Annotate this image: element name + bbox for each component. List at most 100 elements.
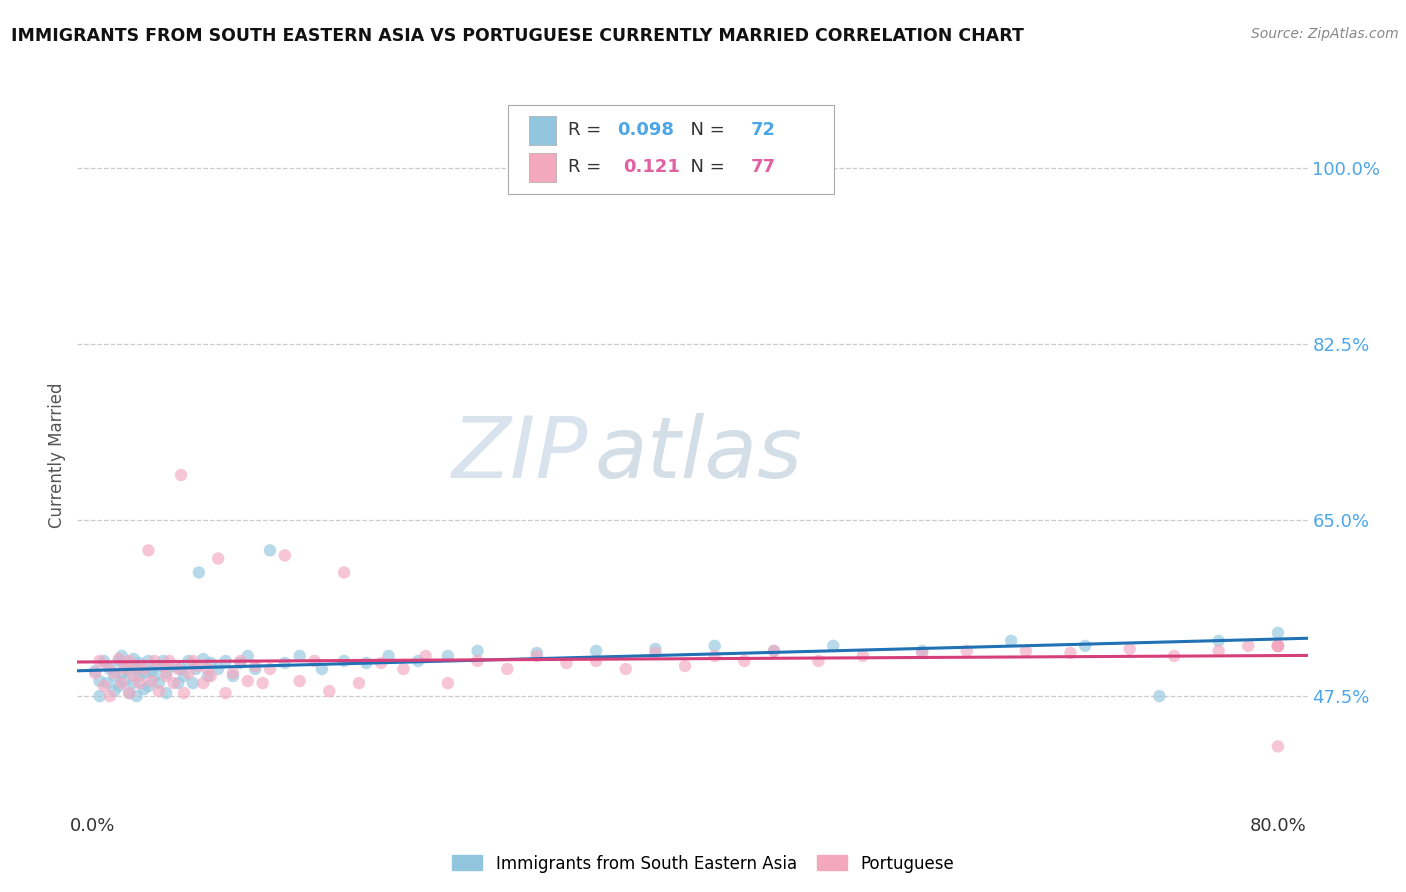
Point <box>415 648 437 663</box>
Point <box>347 676 370 690</box>
Point <box>152 659 174 673</box>
Point <box>89 654 111 668</box>
Point <box>304 654 326 668</box>
Point <box>122 676 145 690</box>
Point <box>163 676 186 690</box>
Point <box>93 679 115 693</box>
Point <box>259 662 281 676</box>
Point <box>467 644 489 658</box>
Point <box>245 659 267 673</box>
Point <box>148 659 170 673</box>
Point <box>585 654 607 668</box>
Point <box>155 666 177 681</box>
Point <box>187 659 209 673</box>
Point <box>128 656 150 670</box>
Point <box>333 566 356 580</box>
Point <box>125 659 148 673</box>
Point <box>108 679 131 693</box>
Point <box>103 684 125 698</box>
Point <box>125 662 148 676</box>
Point <box>122 652 145 666</box>
FancyBboxPatch shape <box>508 105 834 194</box>
Point <box>467 654 489 668</box>
Point <box>1267 639 1289 653</box>
Point <box>148 684 170 698</box>
Point <box>252 676 274 690</box>
Point <box>703 639 725 653</box>
Point <box>84 666 107 681</box>
Point <box>157 654 180 668</box>
Point <box>141 674 163 689</box>
Point <box>1208 633 1230 648</box>
Point <box>823 639 845 653</box>
Point <box>437 676 460 690</box>
Point <box>148 676 170 690</box>
Point <box>1118 641 1140 656</box>
Point <box>118 686 141 700</box>
Point <box>200 669 222 683</box>
Point <box>236 674 259 689</box>
Point <box>173 686 195 700</box>
Point <box>197 669 219 683</box>
Point <box>108 654 131 668</box>
Point <box>181 676 204 690</box>
Point <box>214 654 236 668</box>
Point <box>1149 689 1171 703</box>
Point <box>132 662 155 676</box>
Point <box>103 669 125 683</box>
Point <box>1267 639 1289 653</box>
Point <box>555 656 578 670</box>
Point <box>406 654 429 668</box>
Point <box>170 468 193 483</box>
Text: R =: R = <box>568 159 607 177</box>
Point <box>138 543 160 558</box>
Point <box>111 676 134 690</box>
Point <box>114 659 136 673</box>
Text: Source: ZipAtlas.com: Source: ZipAtlas.com <box>1251 27 1399 41</box>
Legend: Immigrants from South Eastern Asia, Portuguese: Immigrants from South Eastern Asia, Port… <box>446 848 960 880</box>
Point <box>155 686 177 700</box>
Point <box>170 662 193 676</box>
Text: N =: N = <box>679 159 731 177</box>
Point <box>673 659 696 673</box>
Point <box>222 666 245 681</box>
Point <box>111 666 134 681</box>
Point <box>193 652 215 666</box>
Point <box>1000 633 1022 648</box>
Point <box>1267 639 1289 653</box>
Point <box>1015 644 1038 658</box>
Text: IMMIGRANTS FROM SOUTH EASTERN ASIA VS PORTUGUESE CURRENTLY MARRIED CORRELATION C: IMMIGRANTS FROM SOUTH EASTERN ASIA VS PO… <box>11 27 1024 45</box>
Text: 0.121: 0.121 <box>624 159 681 177</box>
Point <box>122 669 145 683</box>
Point <box>132 666 155 681</box>
Point <box>138 654 160 668</box>
Text: R =: R = <box>568 121 607 139</box>
Point <box>245 662 267 676</box>
Text: 72: 72 <box>751 121 775 139</box>
Point <box>911 644 934 658</box>
Point <box>173 669 195 683</box>
Point <box>703 648 725 663</box>
Point <box>132 682 155 697</box>
Point <box>118 686 141 700</box>
Point <box>96 676 118 690</box>
Point <box>118 654 141 668</box>
Point <box>98 662 121 676</box>
Point <box>177 666 200 681</box>
Point <box>370 656 392 670</box>
Point <box>288 648 311 663</box>
Text: atlas: atlas <box>595 413 801 497</box>
Point <box>956 644 979 658</box>
Point <box>177 654 200 668</box>
Point <box>392 662 415 676</box>
Point <box>89 689 111 703</box>
Point <box>193 676 215 690</box>
Point <box>155 669 177 683</box>
Point <box>128 676 150 690</box>
Point <box>197 662 219 676</box>
Point <box>98 689 121 703</box>
Text: 0.098: 0.098 <box>617 121 675 139</box>
Text: N =: N = <box>679 121 731 139</box>
Point <box>733 654 755 668</box>
Point <box>644 646 666 660</box>
